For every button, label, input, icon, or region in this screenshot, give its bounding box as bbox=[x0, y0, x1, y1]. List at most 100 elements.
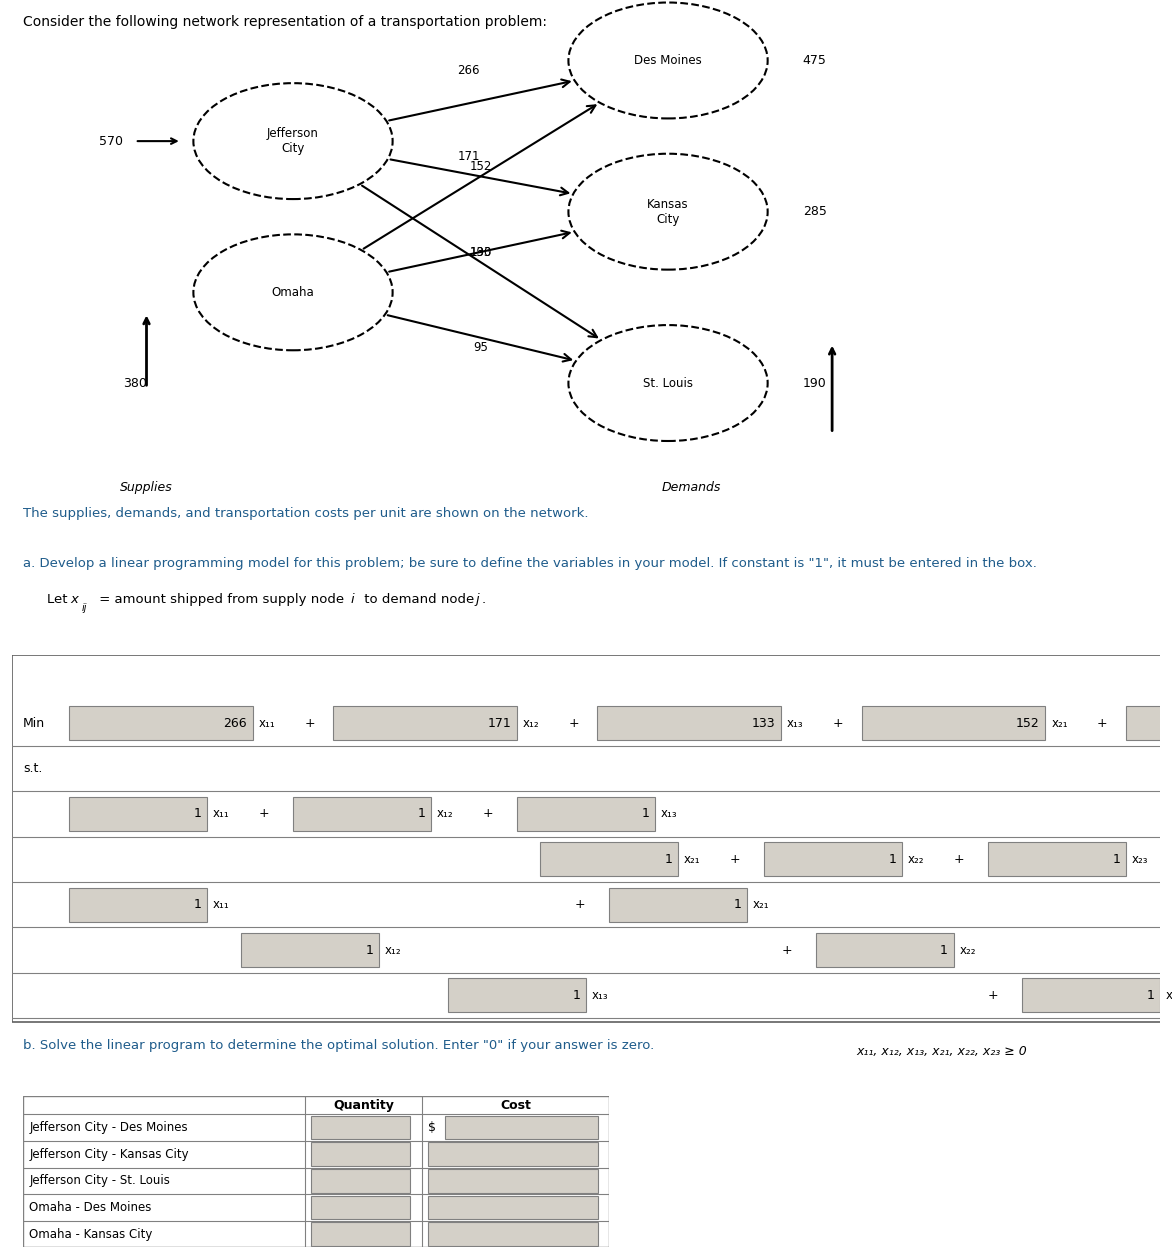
Text: +: + bbox=[729, 853, 741, 866]
Text: Omaha: Omaha bbox=[272, 286, 314, 299]
Text: 133: 133 bbox=[752, 717, 776, 730]
Text: ij: ij bbox=[82, 604, 87, 614]
FancyBboxPatch shape bbox=[816, 932, 954, 968]
Text: = amount shipped from supply node: = amount shipped from supply node bbox=[95, 592, 349, 606]
Text: +: + bbox=[954, 853, 965, 866]
Text: Let: Let bbox=[47, 592, 71, 606]
Text: 1: 1 bbox=[734, 898, 741, 911]
Text: 152: 152 bbox=[1016, 717, 1040, 730]
Text: 171: 171 bbox=[488, 717, 511, 730]
FancyBboxPatch shape bbox=[311, 1169, 410, 1193]
Text: x₁₁: x₁₁ bbox=[213, 808, 230, 820]
FancyBboxPatch shape bbox=[540, 842, 677, 877]
Text: x₂₂: x₂₂ bbox=[959, 944, 976, 956]
FancyBboxPatch shape bbox=[311, 1196, 410, 1220]
Text: 1: 1 bbox=[417, 808, 425, 820]
Text: 570: 570 bbox=[100, 135, 123, 147]
Text: 190: 190 bbox=[803, 377, 826, 389]
Text: +: + bbox=[259, 808, 270, 820]
Text: Cost: Cost bbox=[500, 1099, 531, 1111]
Text: 190: 190 bbox=[469, 246, 492, 258]
Text: St. Louis: St. Louis bbox=[643, 377, 693, 389]
Text: x₂₃: x₂₃ bbox=[1132, 853, 1149, 866]
Text: Jefferson City - St. Louis: Jefferson City - St. Louis bbox=[29, 1174, 170, 1187]
Text: x₁₃: x₁₃ bbox=[788, 717, 804, 730]
Text: 152: 152 bbox=[469, 160, 492, 173]
Text: 1: 1 bbox=[193, 898, 202, 911]
Text: s.t.: s.t. bbox=[23, 762, 42, 775]
Text: +: + bbox=[782, 944, 792, 956]
FancyBboxPatch shape bbox=[69, 798, 207, 832]
Text: x: x bbox=[70, 592, 79, 606]
Text: 1: 1 bbox=[193, 808, 202, 820]
FancyBboxPatch shape bbox=[428, 1143, 598, 1166]
Text: x₁₂: x₁₂ bbox=[437, 808, 454, 820]
Text: x₁₃: x₁₃ bbox=[592, 989, 608, 1002]
Text: x₂₁: x₂₁ bbox=[752, 898, 769, 911]
Text: x₂₁: x₂₁ bbox=[1051, 717, 1068, 730]
Text: 1: 1 bbox=[665, 853, 673, 866]
FancyBboxPatch shape bbox=[428, 1196, 598, 1220]
Text: Supplies: Supplies bbox=[120, 481, 173, 494]
Ellipse shape bbox=[568, 325, 768, 441]
Text: Jefferson City - Des Moines: Jefferson City - Des Moines bbox=[29, 1121, 188, 1134]
Text: x₁₁, x₁₂, x₁₃, x₂₁, x₂₂, x₂₃ ≥ 0: x₁₁, x₁₂, x₁₃, x₂₁, x₂₂, x₂₃ ≥ 0 bbox=[857, 1045, 1028, 1057]
FancyBboxPatch shape bbox=[988, 842, 1126, 877]
Ellipse shape bbox=[568, 3, 768, 118]
Text: 95: 95 bbox=[473, 341, 488, 354]
Text: 1: 1 bbox=[1112, 853, 1120, 866]
FancyBboxPatch shape bbox=[428, 1222, 598, 1246]
Text: +: + bbox=[988, 989, 999, 1002]
Text: Jefferson
City: Jefferson City bbox=[267, 127, 319, 155]
Text: 1: 1 bbox=[641, 808, 649, 820]
Text: The supplies, demands, and transportation costs per unit are shown on the networ: The supplies, demands, and transportatio… bbox=[23, 507, 590, 519]
Text: 1: 1 bbox=[1146, 989, 1154, 1002]
FancyBboxPatch shape bbox=[311, 1143, 410, 1166]
Text: 1: 1 bbox=[888, 853, 897, 866]
Text: 380: 380 bbox=[123, 377, 146, 389]
Text: Omaha - Des Moines: Omaha - Des Moines bbox=[29, 1201, 151, 1213]
FancyBboxPatch shape bbox=[448, 978, 586, 1013]
Text: b. Solve the linear program to determine the optimal solution. Enter "0" if your: b. Solve the linear program to determine… bbox=[23, 1040, 655, 1052]
Text: x₁₁: x₁₁ bbox=[259, 717, 275, 730]
Text: +: + bbox=[574, 898, 585, 911]
Ellipse shape bbox=[193, 83, 393, 199]
Text: 171: 171 bbox=[457, 150, 481, 163]
Text: 133: 133 bbox=[470, 246, 491, 258]
Text: +: + bbox=[483, 808, 493, 820]
Text: 1: 1 bbox=[572, 989, 580, 1002]
Text: x₂₂: x₂₂ bbox=[907, 853, 924, 866]
FancyBboxPatch shape bbox=[598, 706, 782, 741]
Text: Demands: Demands bbox=[662, 481, 721, 494]
Text: Omaha - Kansas City: Omaha - Kansas City bbox=[29, 1227, 152, 1241]
Text: x₂₁: x₂₁ bbox=[683, 853, 700, 866]
FancyBboxPatch shape bbox=[311, 1222, 410, 1246]
Text: .: . bbox=[482, 592, 485, 606]
FancyBboxPatch shape bbox=[764, 842, 902, 877]
Text: 285: 285 bbox=[803, 205, 826, 218]
FancyBboxPatch shape bbox=[1126, 706, 1172, 741]
Text: Quantity: Quantity bbox=[333, 1099, 394, 1111]
Text: i: i bbox=[350, 592, 354, 606]
Text: +: + bbox=[1097, 717, 1108, 730]
Text: x₂₃: x₂₃ bbox=[1166, 989, 1172, 1002]
Text: x₁₂: x₁₂ bbox=[523, 717, 539, 730]
Text: a. Develop a linear programming model for this problem; be sure to define the va: a. Develop a linear programming model fo… bbox=[23, 557, 1037, 570]
FancyBboxPatch shape bbox=[1022, 978, 1160, 1013]
FancyBboxPatch shape bbox=[333, 706, 517, 741]
Text: +: + bbox=[568, 717, 579, 730]
Text: +: + bbox=[305, 717, 315, 730]
Text: 475: 475 bbox=[803, 54, 826, 67]
Text: x₁₃: x₁₃ bbox=[661, 808, 677, 820]
Text: 266: 266 bbox=[224, 717, 247, 730]
FancyBboxPatch shape bbox=[69, 706, 253, 741]
FancyBboxPatch shape bbox=[861, 706, 1045, 741]
FancyBboxPatch shape bbox=[241, 932, 380, 968]
Text: +: + bbox=[833, 717, 844, 730]
Text: x₁₂: x₁₂ bbox=[384, 944, 402, 956]
Text: Consider the following network representation of a transportation problem:: Consider the following network represent… bbox=[23, 15, 547, 29]
Text: Min: Min bbox=[23, 717, 46, 730]
FancyBboxPatch shape bbox=[517, 798, 655, 832]
FancyBboxPatch shape bbox=[69, 887, 207, 922]
Text: 1: 1 bbox=[940, 944, 948, 956]
